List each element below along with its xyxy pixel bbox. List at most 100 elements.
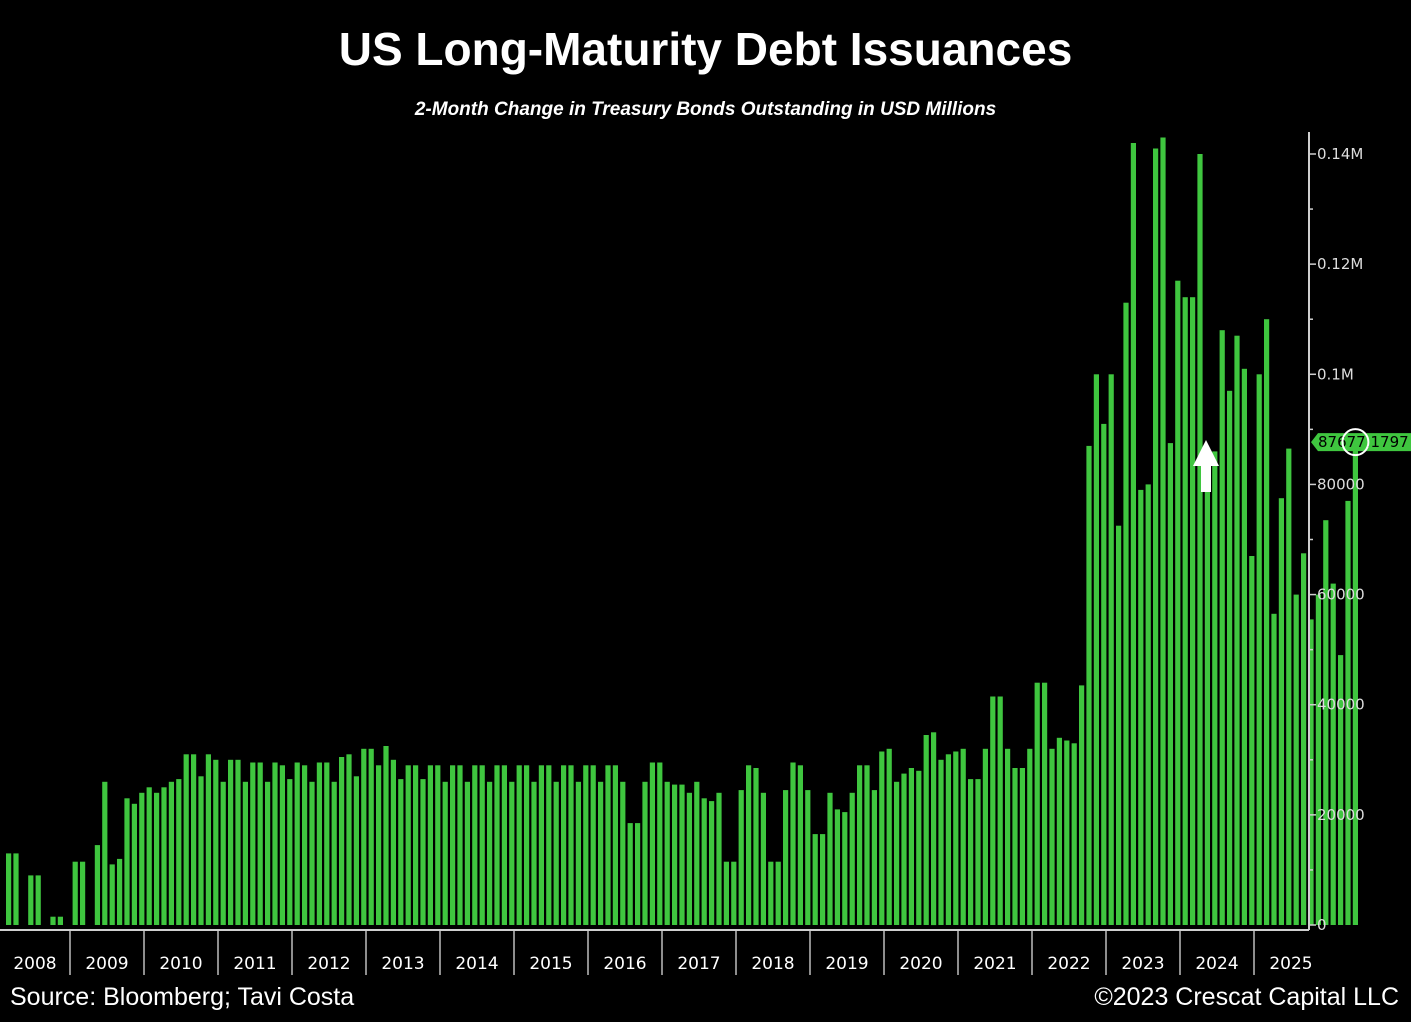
bar [672, 784, 678, 925]
x-tick-label: 2018 [751, 954, 794, 974]
bar [1145, 484, 1151, 925]
bar [605, 765, 611, 925]
bar [538, 765, 544, 925]
bar [331, 781, 337, 925]
bar [664, 781, 670, 925]
bar [457, 765, 463, 925]
bar [279, 765, 285, 925]
bar [1160, 137, 1166, 925]
bar [760, 792, 766, 925]
bar [316, 762, 322, 925]
bar [50, 916, 56, 925]
bar [28, 875, 34, 925]
bar [139, 792, 145, 925]
bar [1338, 655, 1344, 925]
bar [1323, 520, 1329, 925]
last-value-label: 87677.1797 [1318, 433, 1409, 451]
bar [1130, 143, 1136, 925]
bar [1027, 748, 1033, 925]
bar [746, 765, 752, 925]
bar [842, 812, 848, 925]
bar [598, 781, 604, 925]
bar [531, 781, 537, 925]
bar [479, 765, 485, 925]
bar [1234, 335, 1240, 925]
bar [494, 765, 500, 925]
bar [1204, 489, 1210, 925]
bar [1190, 297, 1196, 925]
bar [524, 765, 530, 925]
bar [997, 696, 1003, 925]
bar [694, 781, 700, 925]
bar [1042, 682, 1048, 925]
bar [886, 748, 892, 925]
bar [709, 801, 715, 925]
bar [1227, 390, 1233, 925]
bar [398, 779, 404, 925]
bar [287, 779, 293, 925]
bar [790, 762, 796, 925]
bar [1293, 594, 1299, 925]
bar [205, 754, 211, 925]
x-tick-label: 2023 [1121, 954, 1164, 974]
y-tick-label: 0 [1317, 916, 1327, 934]
bar [901, 773, 907, 925]
bar [753, 768, 759, 925]
bar [154, 792, 160, 925]
bar [309, 781, 315, 925]
bar [723, 861, 729, 925]
bar [568, 765, 574, 925]
bar [960, 748, 966, 925]
bar [1175, 280, 1181, 925]
bar [1352, 442, 1358, 925]
bar [871, 790, 877, 925]
bar [324, 762, 330, 925]
bar [509, 781, 515, 925]
bar [931, 732, 937, 926]
bar [938, 759, 944, 925]
bar [1271, 613, 1277, 925]
bar [6, 853, 12, 925]
bar [805, 790, 811, 925]
x-tick-label: 2017 [677, 954, 720, 974]
bar [1093, 374, 1099, 925]
bar [413, 765, 419, 925]
x-tick-label: 2015 [529, 954, 572, 974]
bar [649, 762, 655, 925]
bar [390, 759, 396, 925]
bar [57, 916, 63, 925]
bar [627, 823, 633, 925]
bar [487, 781, 493, 925]
bar [1256, 374, 1262, 925]
bars-group [6, 137, 1358, 926]
bar [945, 754, 951, 925]
bar [272, 762, 278, 925]
bar [161, 787, 167, 925]
bar [1138, 489, 1144, 925]
bar [834, 809, 840, 925]
bar [575, 781, 581, 925]
bar [228, 759, 234, 925]
bar [220, 781, 226, 925]
bar [102, 781, 108, 925]
bar [213, 759, 219, 925]
up-arrow-icon [1193, 440, 1219, 492]
bar [738, 790, 744, 925]
bar [1330, 583, 1336, 925]
bar [368, 748, 374, 925]
bar [109, 864, 115, 925]
bar [783, 790, 789, 925]
bar [1278, 498, 1284, 925]
x-tick-label: 2020 [899, 954, 942, 974]
bar [1345, 500, 1351, 925]
bar [657, 762, 663, 925]
highlight-circle [1341, 428, 1370, 457]
copyright-note: ©2023 Crescat Capital LLC [1094, 983, 1399, 1011]
bar [923, 735, 929, 925]
bar [894, 781, 900, 925]
y-tick-label: 0.14M [1317, 145, 1363, 163]
x-tick-label: 2013 [381, 954, 424, 974]
x-tick-label: 2021 [973, 954, 1016, 974]
bar [1019, 768, 1025, 925]
bar [583, 765, 589, 925]
